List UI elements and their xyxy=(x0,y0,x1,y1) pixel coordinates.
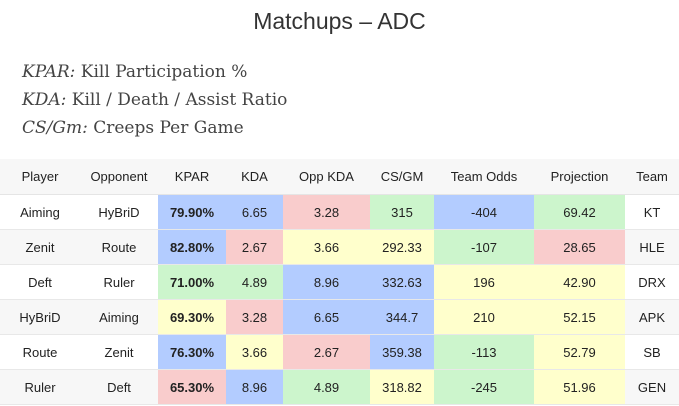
cell-team-odds: -245 xyxy=(434,369,534,405)
cell-team: APK xyxy=(625,299,679,335)
cell-kda: 2.67 xyxy=(226,229,283,265)
table-row: Deft Ruler 71.00% 4.89 8.96 332.63 196 42.90 DRX xyxy=(0,264,679,300)
cell-team: SB xyxy=(625,334,679,370)
cell-team-odds: -107 xyxy=(434,229,534,265)
glossary-term: KPAR: xyxy=(22,62,76,82)
cell-opponent: HyBriD xyxy=(80,194,158,230)
header-projection[interactable]: Projection xyxy=(534,159,625,195)
cell-projection: 42.90 xyxy=(534,264,625,300)
cell-team: GEN xyxy=(625,369,679,405)
page-title: Matchups – ADC xyxy=(253,8,426,34)
cell-kpar: 71.00% xyxy=(158,264,226,300)
cell-opp-kda: 6.65 xyxy=(283,299,370,335)
header-kpar[interactable]: KPAR xyxy=(158,159,226,195)
cell-team-odds: 196 xyxy=(434,264,534,300)
matchups-table: Player Opponent KPAR KDA Opp KDA CS/GM T… xyxy=(0,159,679,405)
cell-opponent: Ruler xyxy=(80,264,158,300)
glossary-item-kpar: KPAR: Kill Participation % xyxy=(22,58,287,86)
cell-team-odds: -404 xyxy=(434,194,534,230)
cell-kda: 4.89 xyxy=(226,264,283,300)
header-kda[interactable]: KDA xyxy=(226,159,283,195)
header-team[interactable]: Team xyxy=(625,159,679,195)
cell-opp-kda: 3.28 xyxy=(283,194,370,230)
glossary-term: CS/Gm: xyxy=(22,118,88,138)
header-opponent[interactable]: Opponent xyxy=(80,159,158,195)
cell-kpar: 65.30% xyxy=(158,369,226,405)
cell-player: HyBriD xyxy=(0,299,80,335)
cell-opponent: Route xyxy=(80,229,158,265)
cell-team-odds: 210 xyxy=(434,299,534,335)
table-row: Ruler Deft 65.30% 8.96 4.89 318.82 -245 51.96 GE… xyxy=(0,369,679,405)
table-header-row: Player Opponent KPAR KDA Opp KDA CS/GM T… xyxy=(0,159,679,195)
cell-opp-kda: 2.67 xyxy=(283,334,370,370)
cell-cs-gm: 344.7 xyxy=(370,299,434,335)
cell-opp-kda: 3.66 xyxy=(283,229,370,265)
cell-projection: 52.79 xyxy=(534,334,625,370)
cell-kpar: 76.30% xyxy=(158,334,226,370)
cell-team: KT xyxy=(625,194,679,230)
cell-kpar: 69.30% xyxy=(158,299,226,335)
cell-kpar: 79.90% xyxy=(158,194,226,230)
cell-opp-kda: 8.96 xyxy=(283,264,370,300)
glossary-definition: Kill / Death / Assist Ratio xyxy=(71,90,288,110)
header-opp-kda[interactable]: Opp KDA xyxy=(283,159,370,195)
cell-player: Aiming xyxy=(0,194,80,230)
cell-player: Zenit xyxy=(0,229,80,265)
cell-projection: 69.42 xyxy=(534,194,625,230)
cell-opponent: Zenit xyxy=(80,334,158,370)
header-team-odds[interactable]: Team Odds xyxy=(434,159,534,195)
glossary: KPAR: Kill Participation % KDA: Kill / D… xyxy=(22,58,287,142)
table-row: Zenit Route 82.80% 2.67 3.66 292.33 -107 28.65 H… xyxy=(0,229,679,265)
cell-kpar: 82.80% xyxy=(158,229,226,265)
cell-kda: 3.66 xyxy=(226,334,283,370)
cell-opp-kda: 4.89 xyxy=(283,369,370,405)
table-row: HyBriD Aiming 69.30% 3.28 6.65 344.7 210 52.15 A… xyxy=(0,299,679,335)
cell-cs-gm: 315 xyxy=(370,194,434,230)
cell-kda: 3.28 xyxy=(226,299,283,335)
cell-team-odds: -113 xyxy=(434,334,534,370)
glossary-term: KDA: xyxy=(22,90,67,110)
cell-team: HLE xyxy=(625,229,679,265)
cell-player: Deft xyxy=(0,264,80,300)
cell-player: Route xyxy=(0,334,80,370)
glossary-item-cs-gm: CS/Gm: Creeps Per Game xyxy=(22,114,287,142)
cell-projection: 52.15 xyxy=(534,299,625,335)
cell-projection: 28.65 xyxy=(534,229,625,265)
cell-team: DRX xyxy=(625,264,679,300)
cell-kda: 8.96 xyxy=(226,369,283,405)
cell-cs-gm: 359.38 xyxy=(370,334,434,370)
table-row: Aiming HyBriD 79.90% 6.65 3.28 315 -404 69.42 KT xyxy=(0,194,679,230)
glossary-definition: Creeps Per Game xyxy=(93,118,244,138)
table-row: Route Zenit 76.30% 3.66 2.67 359.38 -113 52.79 S… xyxy=(0,334,679,370)
cell-opponent: Aiming xyxy=(80,299,158,335)
cell-player: Ruler xyxy=(0,369,80,405)
cell-opponent: Deft xyxy=(80,369,158,405)
glossary-definition: Kill Participation % xyxy=(80,62,248,82)
header-cs-gm[interactable]: CS/GM xyxy=(370,159,434,195)
header-player[interactable]: Player xyxy=(0,159,80,195)
cell-projection: 51.96 xyxy=(534,369,625,405)
cell-cs-gm: 292.33 xyxy=(370,229,434,265)
cell-cs-gm: 318.82 xyxy=(370,369,434,405)
cell-kda: 6.65 xyxy=(226,194,283,230)
glossary-item-kda: KDA: Kill / Death / Assist Ratio xyxy=(22,86,287,114)
cell-cs-gm: 332.63 xyxy=(370,264,434,300)
